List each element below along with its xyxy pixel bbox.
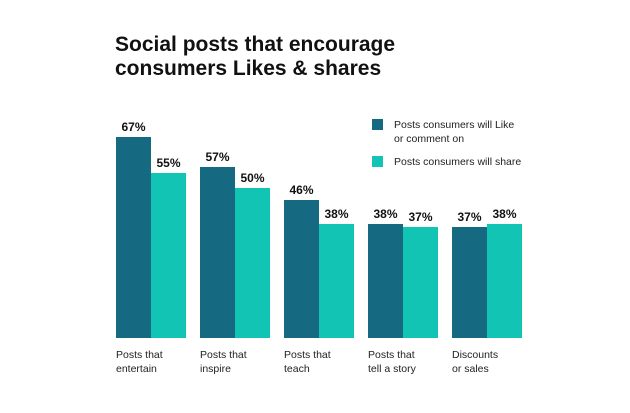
bar-series-1-cat-2 bbox=[200, 167, 235, 338]
category-label-4-line-2: tell a story bbox=[368, 363, 417, 375]
value-label-series-1-cat-1: 67% bbox=[121, 120, 145, 134]
value-label-series-2-cat-4: 37% bbox=[408, 210, 432, 224]
bar-series-1-cat-5 bbox=[452, 227, 487, 338]
legend-label-like-comment-line-1: Posts consumers will Like bbox=[394, 119, 515, 131]
category-label-4-line-1: Posts that bbox=[368, 349, 415, 361]
value-label-series-1-cat-4: 38% bbox=[373, 207, 397, 221]
chart-title-line-1: Social posts that encourage bbox=[115, 33, 396, 56]
value-label-series-1-cat-2: 57% bbox=[205, 150, 229, 164]
chart-title-line-2: consumers Likes & shares bbox=[115, 57, 382, 80]
category-labels-layer: Posts that entertain Posts that inspire Post… bbox=[116, 349, 498, 375]
category-label-2-line-1: Posts that bbox=[200, 349, 247, 361]
value-label-series-1-cat-5: 37% bbox=[457, 210, 481, 224]
value-labels-layer: 67% 55% 57% 50% 46% 38% 38% 37% 37% 38% bbox=[121, 120, 516, 224]
value-label-series-2-cat-5: 38% bbox=[492, 207, 516, 221]
bar-series-1-cat-1 bbox=[116, 137, 151, 338]
bar-series-2-cat-5 bbox=[487, 224, 522, 338]
legend-label-share-line-1: Posts consumers will share bbox=[394, 156, 522, 168]
chart-title: Social posts that encourage consumers Li… bbox=[115, 33, 435, 81]
value-label-series-2-cat-2: 50% bbox=[240, 171, 264, 185]
bar-series-2-cat-3 bbox=[319, 224, 354, 338]
bar-series-2-cat-1 bbox=[151, 173, 186, 338]
category-label-1-line-1: Posts that bbox=[116, 349, 163, 361]
bar-series-1-cat-4 bbox=[368, 224, 403, 338]
legend-swatch-share bbox=[372, 156, 383, 167]
category-label-5-line-2: or sales bbox=[452, 363, 489, 375]
bar-series-2-cat-4 bbox=[403, 227, 438, 338]
value-label-series-2-cat-3: 38% bbox=[324, 207, 348, 221]
category-label-3-line-1: Posts that bbox=[284, 349, 331, 361]
value-label-series-2-cat-1: 55% bbox=[156, 156, 180, 170]
bar-series-2-cat-2 bbox=[235, 188, 270, 338]
bar-series-1-cat-3 bbox=[284, 200, 319, 338]
chart-legend: Posts consumers will Like or comment on … bbox=[372, 118, 572, 169]
legend-label-like-comment-line-2: or comment on bbox=[394, 133, 465, 145]
category-label-1-line-2: entertain bbox=[116, 363, 157, 375]
value-label-series-1-cat-3: 46% bbox=[289, 183, 313, 197]
legend-swatch-like-comment bbox=[372, 119, 383, 130]
legend-item-like-comment: Posts consumers will Like or comment on bbox=[372, 118, 572, 146]
bars-layer bbox=[116, 137, 522, 338]
category-label-3-line-2: teach bbox=[284, 363, 310, 375]
category-label-5-line-1: Discounts bbox=[452, 349, 498, 361]
legend-item-share: Posts consumers will share bbox=[372, 155, 572, 169]
category-label-2-line-2: inspire bbox=[200, 363, 231, 375]
